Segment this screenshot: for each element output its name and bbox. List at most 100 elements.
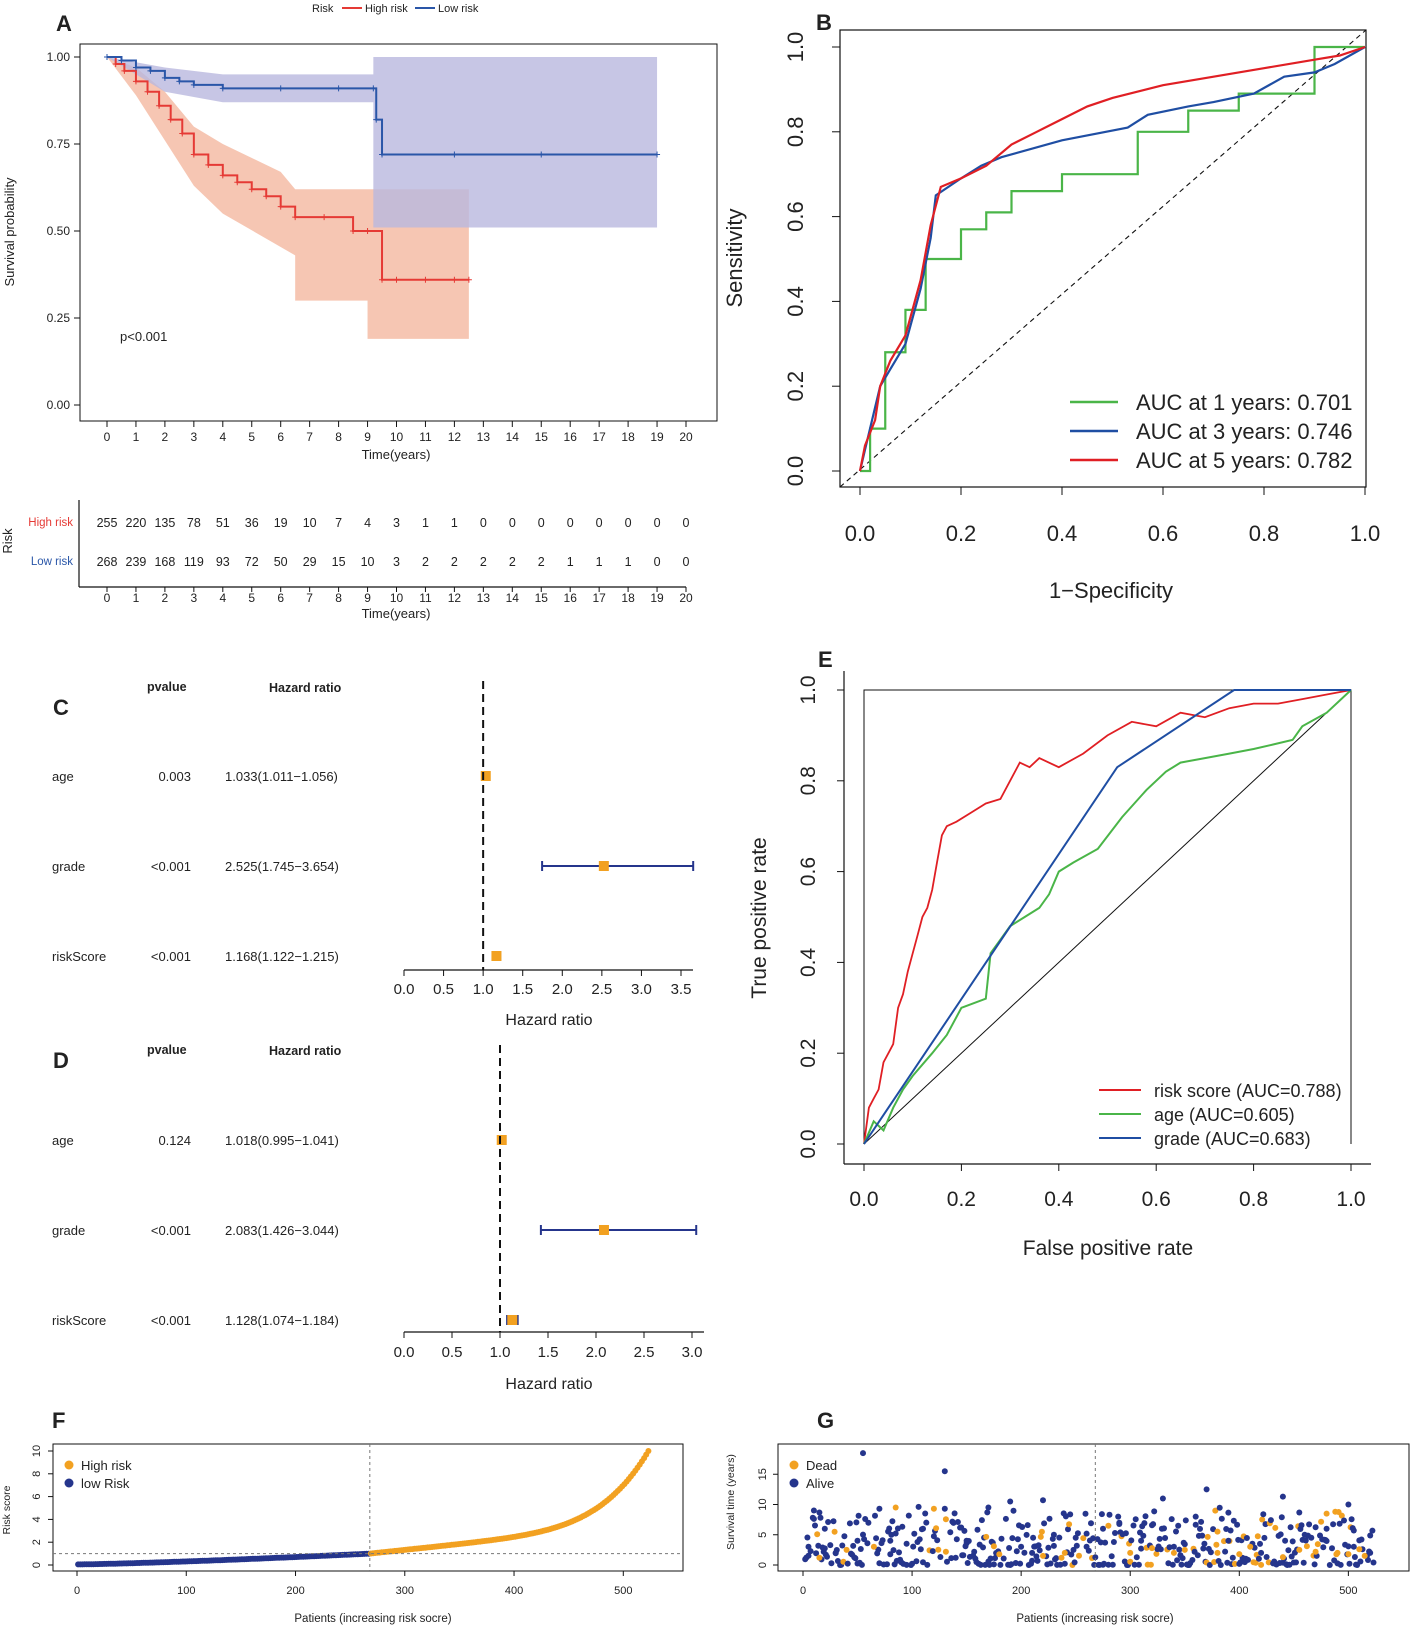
- forest-hr-point: [507, 1315, 518, 1325]
- surv-status-point-alive: [825, 1519, 832, 1525]
- surv-status-point-alive: [841, 1533, 848, 1540]
- surv-status-point-alive: [1278, 1514, 1285, 1521]
- surv-status-point-alive: [804, 1534, 811, 1541]
- surv-status-point-alive: [1098, 1511, 1105, 1518]
- surv-status-point-alive: [1047, 1560, 1054, 1567]
- surv-status-point-alive: [858, 1561, 865, 1568]
- risk-table-high-count: 255: [97, 516, 118, 530]
- surv-status-point-alive: [1369, 1527, 1376, 1534]
- surv-status-point-alive: [1217, 1562, 1224, 1568]
- roc-time-legend-5: AUC at 5 years: 0.782: [1136, 448, 1352, 473]
- risk-table-x-tick-label: 12: [448, 591, 462, 605]
- surv-status-point-alive: [1070, 1546, 1077, 1553]
- surv-status-point-dead: [935, 1546, 942, 1553]
- roc-time-x-label: 1−Specificity: [1049, 578, 1173, 603]
- km-high-ci-band: [107, 57, 469, 339]
- risk-table-low-count: 0: [654, 555, 661, 569]
- surv-status-point-alive: [1067, 1511, 1074, 1518]
- risk-table-low-count: 3: [393, 555, 400, 569]
- surv-status-point-alive: [1206, 1562, 1213, 1568]
- forest-row-pvalue: <0.001: [151, 1223, 191, 1238]
- surv-status-legend-dead: Dead: [806, 1458, 837, 1473]
- roc-time-y-tick-label: 0.6: [783, 201, 808, 232]
- surv-status-point-alive: [974, 1526, 981, 1533]
- surv-status-point-alive: [1350, 1527, 1357, 1534]
- km-censor-mark: [144, 88, 151, 95]
- surv-status-point-alive: [1207, 1549, 1214, 1556]
- roc-var-y-tick-label: 0.8: [797, 766, 820, 795]
- surv-status-point-dead: [1314, 1541, 1321, 1548]
- km-censor-mark: [370, 85, 377, 92]
- risk-table-x-tick-label: 1: [133, 591, 140, 605]
- risk-dist-x-tick-label: 300: [396, 1585, 414, 1597]
- surv-status-point-alive: [1287, 1524, 1294, 1531]
- forest-hr-point: [480, 771, 491, 781]
- surv-status-point-alive: [821, 1525, 828, 1532]
- surv-status-point-alive: [934, 1537, 941, 1544]
- forest-c-x-label: Hazard ratio: [505, 1012, 592, 1029]
- surv-status-point-dead: [1214, 1528, 1221, 1535]
- surv-status-point-alive: [1257, 1540, 1263, 1547]
- surv-status-point-dead: [1312, 1548, 1319, 1555]
- risk-table-x-label: Time(years): [362, 606, 431, 621]
- surv-status-point-alive: [1312, 1524, 1319, 1531]
- km-censor-mark: [161, 74, 168, 81]
- surv-status-point-alive: [1345, 1501, 1352, 1508]
- forest-x-tick-label: 1.5: [512, 981, 533, 998]
- km-legend-title: Risk: [312, 3, 334, 15]
- risk-table-low-count: 2: [422, 555, 429, 569]
- surv-status-point-dead: [1247, 1543, 1254, 1550]
- risk-table-x-tick-label: 11: [419, 591, 432, 605]
- surv-status-point-alive: [875, 1546, 882, 1553]
- surv-status-point-alive: [1133, 1554, 1140, 1561]
- roc-time-y-tick-label: 0.0: [783, 456, 808, 487]
- surv-status-point-alive: [1192, 1513, 1199, 1520]
- risk-table-low-count: 10: [361, 555, 375, 569]
- risk-dist-x-tick-label: 400: [505, 1585, 523, 1597]
- surv-status-point-alive: [839, 1542, 846, 1549]
- roc-var-legend-age: age (AUC=0.605): [1154, 1105, 1295, 1125]
- roc-var-plot: 0.0 0.0 0.2 0.2 0.4 0.4 0.6 0.6 0.8 0.8 1.0 1.0: [797, 671, 1371, 1211]
- forest-d-hr-header: Hazard ratio: [269, 1044, 342, 1058]
- panel-c: C pvalue Hazard ratio Hazard ratio age 0.…: [52, 680, 695, 1029]
- roc-var-curve-3: [863, 689, 1351, 1145]
- surv-status-point-alive: [896, 1549, 902, 1556]
- surv-status-point-alive: [1109, 1561, 1116, 1568]
- risk-table-high-count: 0: [596, 516, 603, 530]
- surv-status-point-alive: [1263, 1554, 1270, 1560]
- surv-status-point-alive: [1260, 1511, 1267, 1518]
- surv-status-point-alive: [1097, 1539, 1104, 1546]
- km-x-tick-label: 0: [104, 430, 111, 444]
- km-y-tick-label: 0.75: [47, 137, 71, 151]
- surv-status-point-alive: [986, 1561, 993, 1568]
- surv-status-point-alive: [922, 1510, 929, 1517]
- surv-status-point-alive: [947, 1529, 954, 1536]
- surv-status-point-alive: [1370, 1559, 1377, 1566]
- surv-status-point-alive: [1102, 1539, 1109, 1546]
- surv-status-point-dead: [1037, 1533, 1044, 1540]
- surv-status-point-alive: [1131, 1561, 1138, 1568]
- surv-status-legend-dead-marker: [789, 1460, 799, 1470]
- surv-status-point-alive: [1166, 1544, 1173, 1551]
- risk-table-low-count: 15: [332, 555, 346, 569]
- surv-status-point-alive: [1197, 1525, 1203, 1532]
- surv-status-point-alive: [1106, 1511, 1113, 1518]
- surv-status-point-alive: [1040, 1497, 1046, 1504]
- risk-table-high-count: 0: [509, 516, 516, 530]
- surv-status-point-alive: [1323, 1525, 1330, 1532]
- surv-status-point-alive: [1178, 1561, 1185, 1568]
- surv-status-point-alive: [1023, 1531, 1030, 1538]
- roc-time-x-tick-label: 0.2: [946, 521, 977, 546]
- surv-status-x-tick-label: 500: [1339, 1585, 1357, 1597]
- surv-status-point-alive: [1065, 1526, 1071, 1533]
- surv-status-point-dead: [1213, 1541, 1220, 1548]
- risk-table-high-count: 10: [303, 516, 317, 530]
- forest-d-plot: age 0.124 1.018(0.995−1.041) grade <0.001 2.0…: [52, 1045, 704, 1361]
- forest-row-name: riskScore: [52, 1313, 106, 1328]
- risk-table-high-count: 0: [683, 516, 690, 530]
- surv-status-point-alive: [1010, 1507, 1017, 1514]
- surv-status-point-alive: [1092, 1554, 1099, 1561]
- surv-status-point-alive: [1012, 1560, 1019, 1566]
- surv-status-point-alive: [1230, 1517, 1237, 1524]
- surv-status-point-alive: [860, 1531, 866, 1538]
